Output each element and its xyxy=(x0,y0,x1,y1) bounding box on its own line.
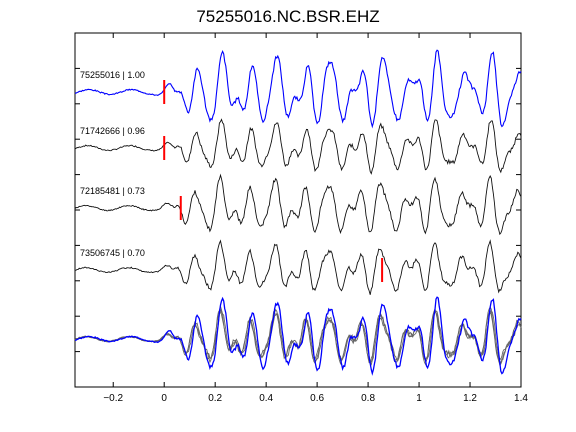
x-tick-label: −0.2 xyxy=(103,393,123,404)
overlay-reference xyxy=(74,296,522,376)
trace-label-3: 72185481 | 0.73 xyxy=(80,186,145,196)
trace-1 xyxy=(74,49,522,129)
overlay-trace-3 xyxy=(74,308,522,364)
x-tick-label: 1 xyxy=(416,393,422,404)
chart-title: 75255016.NC.BSR.EHZ xyxy=(196,7,380,26)
trace-3 xyxy=(74,173,522,236)
trace-label-4: 73506745 | 0.70 xyxy=(80,248,145,258)
trace-label-2: 71742666 | 0.96 xyxy=(80,126,145,136)
trace-label-1: 75255016 | 1.00 xyxy=(80,70,145,80)
x-tick-label: 0 xyxy=(161,393,167,404)
x-tick-label: 1.4 xyxy=(514,393,528,404)
x-tick-label: 0.6 xyxy=(310,393,324,404)
x-tick-label: 0.4 xyxy=(259,393,273,404)
trace-4 xyxy=(74,239,522,295)
overlay-trace-2 xyxy=(74,304,522,367)
plot-frame xyxy=(74,32,522,388)
x-tick-label: 0.2 xyxy=(208,393,222,404)
x-tick-label: 0.8 xyxy=(361,393,375,404)
trace-2 xyxy=(74,118,522,175)
x-tick-label: 1.2 xyxy=(463,393,477,404)
overlay-trace-1 xyxy=(74,309,522,366)
